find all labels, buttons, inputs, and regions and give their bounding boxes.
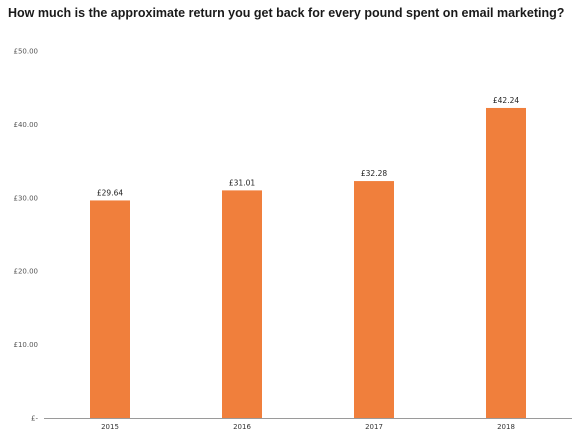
data-label-2015: £29.64 [97, 188, 123, 197]
data-label-2017: £32.28 [361, 169, 387, 178]
bar-2017 [354, 181, 394, 418]
y-tick-label: £30.00 [14, 194, 39, 202]
bar-2016 [222, 190, 262, 418]
bar-2015 [90, 200, 130, 418]
y-tick-label: £50.00 [14, 48, 39, 56]
x-tick-label-2018: 2018 [497, 423, 515, 431]
x-tick-label-2015: 2015 [101, 423, 119, 431]
bar-2018 [486, 107, 526, 418]
chart-title: How much is the approximate return you g… [8, 6, 565, 20]
x-tick-label-2016: 2016 [233, 423, 251, 431]
data-label-2016: £31.01 [229, 178, 255, 187]
x-tick-label-2017: 2017 [365, 423, 383, 431]
y-tick-label: £- [31, 415, 38, 423]
data-label-2018: £42.24 [493, 96, 519, 105]
y-tick-label: £10.00 [14, 341, 39, 349]
y-tick-label: £20.00 [14, 268, 39, 276]
y-tick-label: £40.00 [14, 121, 39, 129]
